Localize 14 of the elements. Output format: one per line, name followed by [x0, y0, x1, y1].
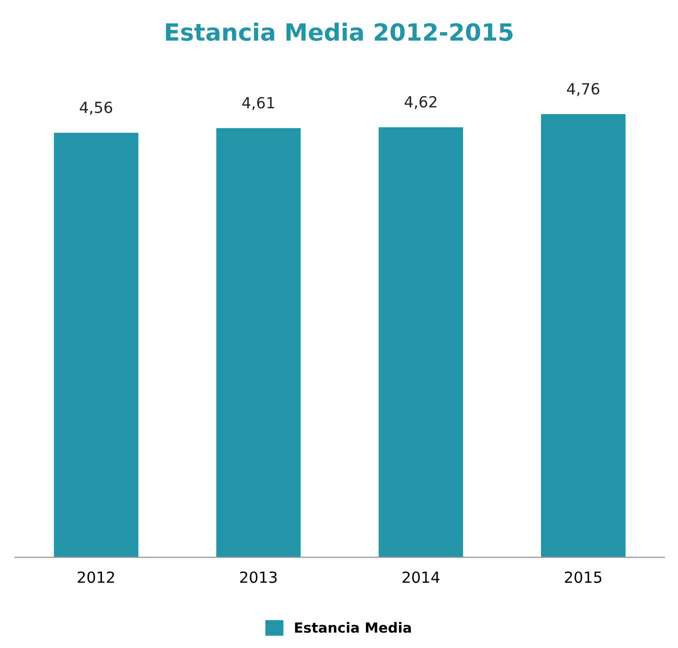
x-tick-label: 2014: [402, 571, 440, 583]
bar: [54, 132, 138, 558]
data-label: 4,76: [566, 82, 600, 96]
data-label: 4,56: [80, 102, 112, 115]
chart-title: Estancia Media 2012-2015: [166, 22, 513, 41]
bar: [541, 114, 626, 558]
data-label: 4,61: [242, 96, 274, 110]
legend-label: Estancia Media: [295, 622, 411, 633]
x-tick-label: 2015: [564, 571, 602, 583]
x-tick-label: 2012: [78, 571, 114, 583]
x-tick-label: 2013: [240, 571, 277, 583]
data-label: 4,62: [404, 96, 436, 110]
bar: [216, 128, 301, 558]
bar: [378, 127, 464, 558]
